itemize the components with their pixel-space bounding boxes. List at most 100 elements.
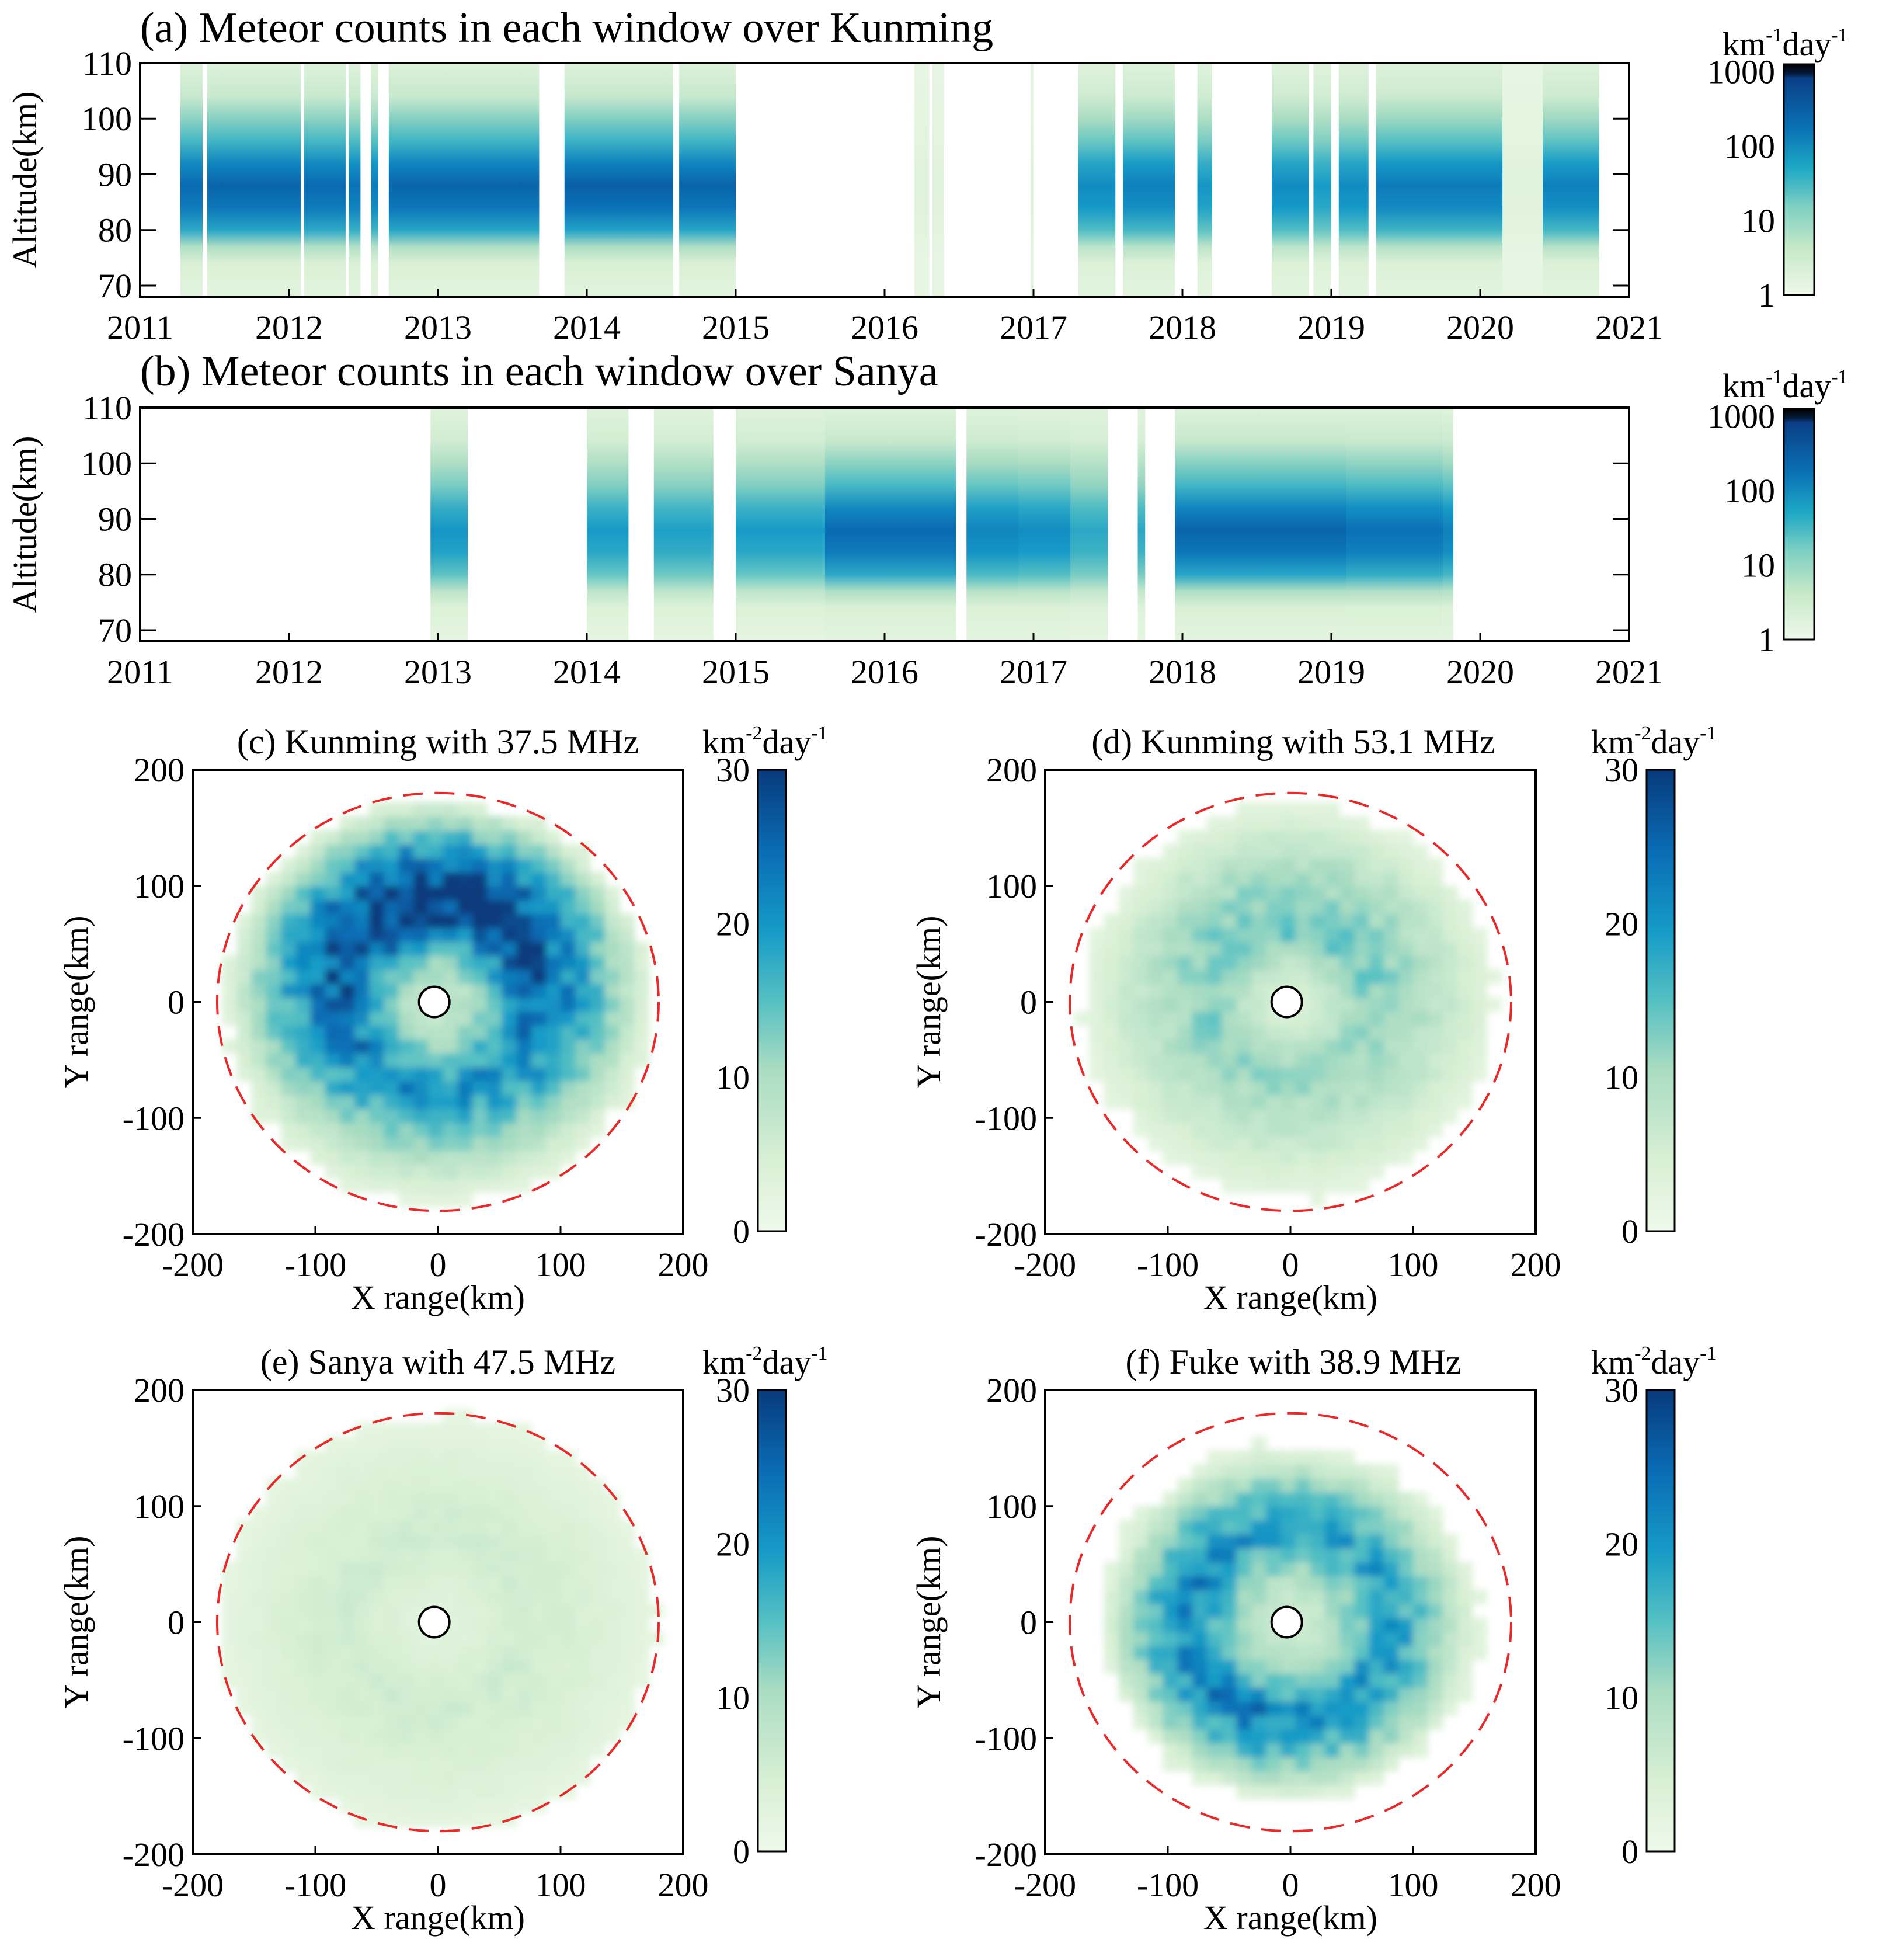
density-cell (1295, 913, 1311, 929)
density-cell (1310, 1164, 1325, 1179)
density-cell (531, 1562, 547, 1576)
density-cell (310, 1066, 326, 1082)
density-cell (487, 885, 503, 901)
density-cell (545, 1603, 561, 1618)
density-cell (428, 1506, 444, 1521)
density-cell (531, 1123, 547, 1138)
density-cell (398, 955, 414, 970)
density-cell (281, 1478, 297, 1493)
density-cell (1369, 885, 1384, 901)
density-cell (1339, 927, 1355, 943)
density-cell (1133, 871, 1149, 887)
density-cell (340, 1478, 356, 1493)
density-cell (545, 1108, 561, 1124)
density-cell (487, 1617, 503, 1632)
density-cell (1236, 941, 1252, 956)
density-cell (354, 1715, 370, 1730)
density-cell (1236, 830, 1252, 845)
xtick-label-b-2021: 2021 (1595, 653, 1663, 691)
density-cell (516, 1450, 532, 1465)
density-cell (1310, 1743, 1325, 1758)
density-cell (1339, 1164, 1355, 1179)
density-cell (1251, 1770, 1266, 1785)
density-cell (575, 899, 591, 915)
density-cell (310, 1450, 326, 1465)
density-cell (428, 844, 444, 859)
density-cell (1222, 858, 1237, 873)
density-cell (1222, 1576, 1237, 1590)
density-cell (1339, 830, 1355, 845)
density-cell (575, 1066, 591, 1082)
density-cell (1310, 927, 1325, 943)
density-cell (1310, 1701, 1325, 1716)
density-cell (295, 1520, 311, 1535)
density-cell (1457, 1052, 1473, 1068)
density-cell (634, 1603, 650, 1618)
density-cell (1310, 1192, 1325, 1207)
data-period-a-12 (1123, 63, 1175, 297)
density-cell (604, 1645, 620, 1660)
density-cell (1236, 1576, 1252, 1590)
density-cell (1324, 1617, 1340, 1632)
density-cell (354, 1080, 370, 1096)
density-cell (1177, 1715, 1193, 1730)
density-cell (590, 1687, 606, 1702)
density-cell (354, 1812, 370, 1827)
density-cell (369, 844, 385, 859)
density-cell (1192, 1589, 1208, 1604)
density-cell (325, 1784, 340, 1799)
density-cell (1339, 1123, 1355, 1138)
density-cell (354, 983, 370, 998)
density-cell (619, 1080, 635, 1096)
density-cell (310, 1631, 326, 1646)
density-cell (472, 1137, 488, 1151)
panel-a-colorbar (1783, 63, 1815, 296)
ytick-label-e--200: -200 (123, 1836, 185, 1874)
density-cell (1163, 1492, 1178, 1507)
density-cell (531, 941, 547, 956)
density-cell (398, 1506, 414, 1521)
density-cell (1354, 1492, 1370, 1507)
density-cell (1369, 871, 1384, 887)
density-cell (502, 927, 517, 943)
density-cell (457, 983, 473, 998)
density-cell (295, 1562, 311, 1576)
density-cell (1089, 1039, 1105, 1054)
xtick-label-c-200: 200 (658, 1246, 709, 1284)
density-cell (1310, 1729, 1325, 1744)
density-cell (1310, 1011, 1325, 1026)
density-cell (428, 1025, 444, 1040)
density-cell (1207, 955, 1223, 970)
density-cell (472, 1422, 488, 1437)
density-cell (487, 1534, 503, 1549)
density-cell (531, 997, 547, 1012)
density-cell (266, 1108, 282, 1124)
density-cell (295, 1094, 311, 1110)
density-cell (1442, 885, 1458, 901)
panel-a-colorbar-unit: km-1day-1 (1723, 25, 1848, 63)
density-cell (516, 1645, 532, 1660)
density-cell (251, 955, 267, 970)
density-cell (1471, 983, 1487, 998)
density-cell (1192, 844, 1208, 859)
density-cell (1339, 1770, 1355, 1785)
density-cell (1266, 858, 1282, 873)
density-cell (369, 1150, 385, 1165)
density-cell (1163, 1534, 1178, 1549)
density-cell (1266, 1534, 1282, 1549)
density-cell (472, 1052, 488, 1068)
density-cell (457, 1576, 473, 1590)
density-cell (1369, 1757, 1384, 1771)
density-cell (575, 871, 591, 887)
density-cell (516, 997, 532, 1012)
density-cell (1369, 1150, 1384, 1165)
density-cell (1354, 1025, 1370, 1040)
cb-tick-f-20: 20 (1605, 1525, 1638, 1563)
density-cell (398, 1673, 414, 1688)
density-cell (545, 1715, 561, 1730)
density-cell (545, 1757, 561, 1771)
density-cell (1280, 1659, 1296, 1674)
density-cell (1251, 858, 1266, 873)
density-cell (1266, 1770, 1282, 1785)
density-cell (487, 1422, 503, 1437)
